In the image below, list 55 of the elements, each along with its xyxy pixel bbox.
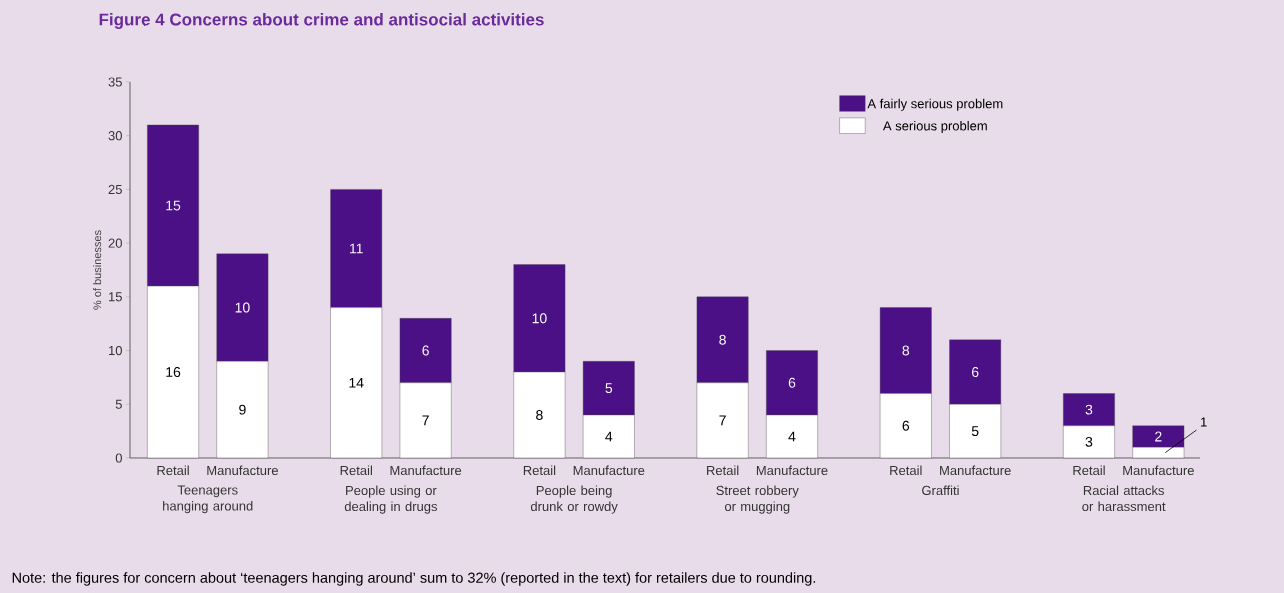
data-label: 6 — [788, 377, 796, 388]
data-label: 10 — [532, 313, 547, 324]
x-tick-label: Manufacture — [756, 465, 828, 476]
x-tick-label: Retail — [157, 465, 189, 476]
x-tick-label: Retail — [890, 465, 922, 476]
y-axis-title: % of businesses — [93, 230, 102, 310]
x-tick-label: Manufacture — [940, 465, 1011, 476]
data-label: 3 — [1085, 436, 1093, 447]
data-label: 7 — [422, 415, 429, 426]
y-tick-label: 25 — [108, 184, 122, 195]
data-label: 15 — [166, 200, 181, 211]
data-label: 3 — [1085, 404, 1093, 415]
data-label: 14 — [349, 377, 364, 388]
data-label: 10 — [235, 302, 250, 313]
data-label: 8 — [902, 345, 910, 356]
data-label: 2 — [1155, 431, 1162, 442]
x-tick-label: Retail — [523, 465, 556, 476]
data-label: 7 — [719, 415, 726, 426]
text: Street robbery or mugging — [716, 485, 799, 514]
data-label: 6 — [971, 367, 979, 377]
data-label: 8 — [536, 410, 543, 420]
text: Note: the figures for concern about ‘teenagers hanging around’ sum to 32% (reported in the text) for retailers due to rounding. — [12, 572, 816, 586]
y-tick-label: 30 — [108, 131, 122, 141]
data-label: 6 — [902, 420, 910, 431]
x-tick-label: Retail — [1073, 465, 1105, 476]
x-tick-label: Retail — [340, 465, 372, 476]
data-label: 4 — [605, 431, 613, 442]
data-label: 6 — [422, 345, 429, 356]
data-label: 1 — [1201, 417, 1207, 427]
text: Racial attacks or harassment — [1082, 485, 1166, 512]
text: People being drunk or rowdy — [530, 485, 618, 514]
x-tick-label: Manufacture — [207, 465, 278, 476]
legend-label: A serious problem — [882, 120, 987, 134]
y-tick-label: 35 — [108, 77, 122, 87]
data-label: 11 — [350, 243, 363, 254]
data-label: 4 — [788, 431, 796, 442]
y-tick-label: 15 — [109, 292, 122, 302]
data-label: 9 — [239, 404, 246, 415]
data-label: 5 — [971, 426, 979, 437]
y-tick-label: 5 — [115, 399, 122, 409]
x-tick-label: Manufacture — [1123, 465, 1194, 476]
data-label: 8 — [719, 334, 726, 345]
text: Teenagers hanging around — [163, 485, 253, 514]
x-tick-label: Retail — [707, 465, 739, 476]
x-tick-label: Manufacture — [573, 465, 645, 476]
data-label: 16 — [166, 367, 181, 377]
y-tick-label: 10 — [109, 345, 122, 356]
legend-label: A fairly serious problem — [867, 98, 1003, 111]
y-tick-label: 20 — [108, 238, 122, 248]
text: Graffiti — [922, 485, 959, 496]
text: People using or dealing in drugs — [344, 485, 438, 514]
data-label: 5 — [605, 383, 613, 394]
x-tick-label: Manufacture — [390, 465, 462, 476]
chart-title: Figure 4 Concerns about crime and antisocial activities — [99, 13, 544, 29]
y-tick-label: 0 — [115, 453, 122, 463]
